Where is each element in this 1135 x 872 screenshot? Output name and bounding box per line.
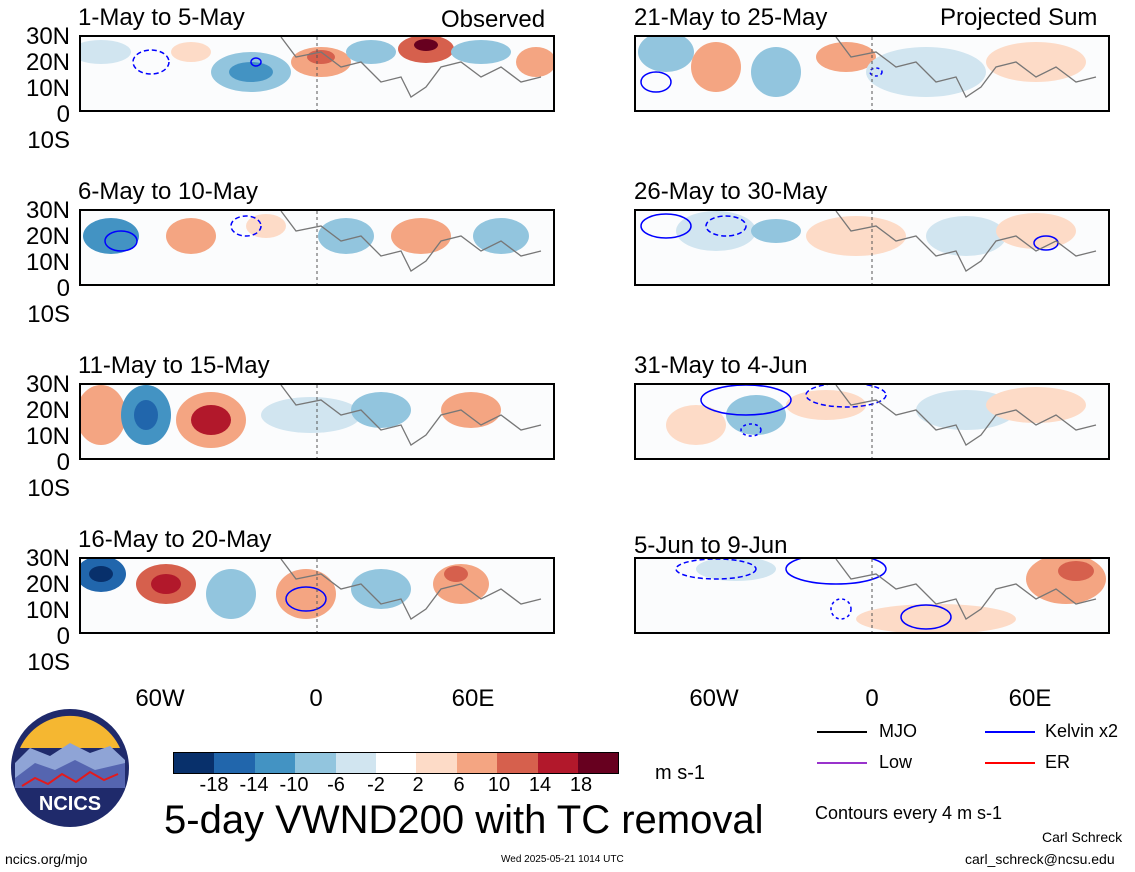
colorbar-swatch xyxy=(335,753,376,773)
lat-label: 20N xyxy=(25,49,70,76)
lat-label: 0 xyxy=(56,449,70,476)
lat-label: 30N xyxy=(25,197,70,224)
lon-label: 60E xyxy=(1008,685,1052,712)
map-panel xyxy=(79,35,555,112)
lon-label: 60W xyxy=(135,685,185,712)
colorbar-tick: -6 xyxy=(327,774,345,796)
timestamp: Wed 2025-05-21 1014 UTC xyxy=(501,854,624,865)
lat-label: 10S xyxy=(27,127,70,154)
lon-label: 0 xyxy=(309,685,323,712)
legend-line-low xyxy=(817,762,867,764)
main-title: 5-day VWND200 with TC removal xyxy=(164,798,764,842)
panel-title: 6-May to 10-May xyxy=(78,178,259,205)
colorbar-tick: 6 xyxy=(453,774,465,796)
lon-label: 60E xyxy=(451,685,495,712)
site-url[interactable]: ncics.org/mjo xyxy=(5,851,88,867)
panel-title: 5-Jun to 9-Jun xyxy=(634,532,788,559)
colorbar-swatch xyxy=(174,753,215,773)
colorbar xyxy=(173,752,620,774)
colorbar-swatch xyxy=(577,753,619,773)
lat-label: 10S xyxy=(27,301,70,328)
panel-title: 21-May to 25-May xyxy=(634,4,828,31)
lat-label: 0 xyxy=(56,101,70,128)
lat-label: 30N xyxy=(25,545,70,572)
colorbar-swatch xyxy=(214,753,255,773)
lat-label: 0 xyxy=(56,275,70,302)
lat-label: 10N xyxy=(25,597,70,624)
panel-title: 1-May to 5-May xyxy=(78,4,245,31)
colorbar-tick: -14 xyxy=(239,774,269,796)
colorbar-tick: 10 xyxy=(487,774,511,796)
map-panel xyxy=(634,35,1110,112)
legend-line-mjo xyxy=(817,731,867,733)
colorbar-swatch xyxy=(416,753,457,773)
lat-label: 10S xyxy=(27,475,70,502)
lon-label: 0 xyxy=(865,685,879,712)
colorbar-swatch xyxy=(456,753,498,773)
colorbar-tick: 2 xyxy=(412,774,424,796)
projected-label: Projected Sum xyxy=(940,4,1098,31)
legend-label: MJO xyxy=(879,721,917,741)
panel-title: 31-May to 4-Jun xyxy=(634,352,808,379)
lat-label: 10N xyxy=(25,75,70,102)
legend-line-er xyxy=(985,762,1035,764)
map-panel xyxy=(79,383,555,460)
author-name: Carl Schreck xyxy=(1042,829,1123,845)
panel-title: 26-May to 30-May xyxy=(634,178,828,205)
panel-title: 16-May to 20-May xyxy=(78,526,272,553)
lat-label: 10N xyxy=(25,423,70,450)
map-panel xyxy=(79,557,555,634)
panel-title: 11-May to 15-May xyxy=(78,352,270,379)
lat-label: 30N xyxy=(25,23,70,50)
lat-label: 20N xyxy=(25,397,70,424)
colorbar-swatch xyxy=(537,753,578,773)
contour-note: Contours every 4 m s-1 xyxy=(815,803,1003,823)
map-panel xyxy=(634,557,1110,634)
map-panel xyxy=(634,209,1110,286)
colorbar-tick: -18 xyxy=(199,774,229,796)
observed-label: Observed xyxy=(441,6,546,33)
colorbar-tick: 14 xyxy=(528,774,552,796)
legend-label: ER xyxy=(1045,752,1071,772)
colorbar-swatch xyxy=(254,753,296,773)
colorbar-tick: 18 xyxy=(569,774,593,796)
lat-label: 10S xyxy=(27,649,70,676)
lat-label: 10N xyxy=(25,249,70,276)
colorbar-swatch xyxy=(295,753,336,773)
colorbar-tick: -2 xyxy=(367,774,385,796)
map-panel xyxy=(634,383,1110,460)
lat-label: 0 xyxy=(56,623,70,650)
logo-text: NCICS xyxy=(39,793,101,815)
units-label: m s-1 xyxy=(655,762,705,784)
legend-label: Low xyxy=(879,752,913,772)
colorbar-tick: -10 xyxy=(279,774,309,796)
colorbar-swatch xyxy=(375,753,417,773)
lon-label: 60W xyxy=(689,685,739,712)
legend-line-kelvin xyxy=(985,731,1035,733)
colorbar-swatch xyxy=(497,753,538,773)
legend-label: Kelvin x2 xyxy=(1045,721,1119,741)
lat-label: 20N xyxy=(25,571,70,598)
lat-label: 30N xyxy=(25,371,70,398)
ncics-logo: NCICS xyxy=(10,708,130,828)
author-email[interactable]: carl_schreck@ncsu.edu xyxy=(965,851,1115,867)
lat-label: 20N xyxy=(25,223,70,250)
map-panel xyxy=(79,209,555,286)
